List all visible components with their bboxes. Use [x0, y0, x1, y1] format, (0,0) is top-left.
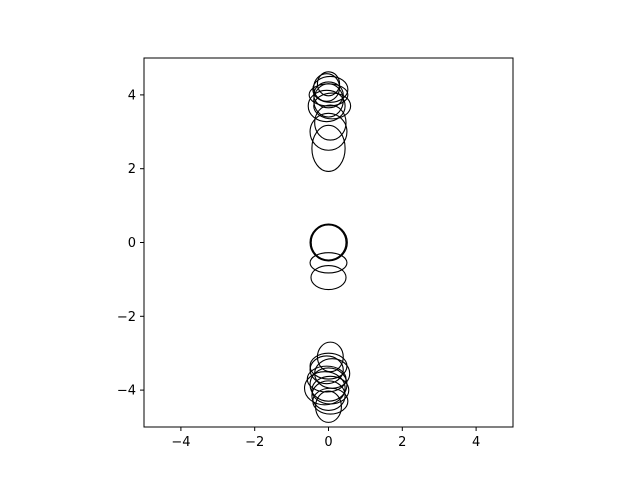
ellipse-marker [309, 112, 348, 151]
ellipse-marker [311, 124, 346, 173]
ellipse-marker [316, 341, 344, 373]
ellipse-marker [308, 83, 349, 107]
y-tick-label: −2 [117, 310, 136, 325]
ellipse-marker [307, 89, 346, 123]
ellipse-marker [303, 371, 346, 406]
ellipse-marker [310, 265, 347, 291]
ellipse-marker [309, 252, 348, 274]
y-tick-label: −4 [117, 384, 136, 399]
ellipse-layer [303, 71, 352, 423]
ellipse-marker [313, 92, 352, 120]
y-tick-label: 4 [128, 88, 136, 103]
ellipse-marker [310, 223, 348, 262]
ellipse-marker [315, 390, 342, 423]
x-axis-ticks: −4 −2 0 2 4 [171, 427, 480, 450]
ellipse-marker [312, 387, 349, 415]
ellipse-marker [311, 375, 350, 405]
ellipse-marker [314, 104, 347, 141]
x-tick-label: 2 [398, 435, 406, 450]
x-tick-label: 4 [472, 435, 480, 450]
ellipse-marker [312, 75, 349, 103]
x-tick-label: −2 [245, 435, 264, 450]
y-axis-ticks: −4 −2 0 2 4 [117, 88, 144, 399]
ellipse-marker [316, 71, 341, 97]
ellipse-marker [313, 81, 344, 109]
y-tick-label: 0 [128, 236, 136, 251]
y-tick-label: 2 [128, 162, 136, 177]
x-tick-label: −4 [171, 435, 190, 450]
ellipse-marker [309, 355, 344, 385]
ellipse-marker [311, 380, 346, 411]
x-tick-label: 0 [324, 435, 332, 450]
